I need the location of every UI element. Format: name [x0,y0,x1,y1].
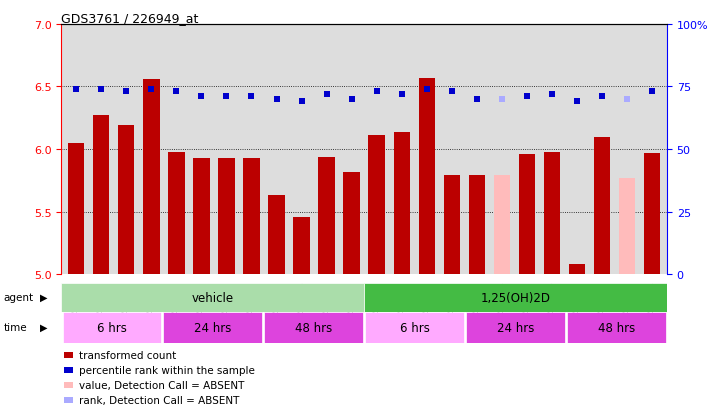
Bar [244,159,260,275]
Bar [64,367,73,373]
Bar [366,312,464,343]
Bar [63,312,161,343]
Text: 24 hrs: 24 hrs [497,321,534,334]
Text: 48 hrs: 48 hrs [598,321,635,334]
Bar [418,78,435,275]
Bar [343,172,360,275]
Text: agent: agent [4,292,34,302]
Bar [164,312,262,343]
Bar [61,283,364,312]
Bar [469,176,485,275]
Bar [64,382,73,388]
Bar [218,159,234,275]
Text: value, Detection Call = ABSENT: value, Detection Call = ABSENT [79,380,244,390]
Bar [293,217,310,275]
Bar [544,152,560,275]
Bar [443,176,460,275]
Bar [319,157,335,275]
Text: ▶: ▶ [40,322,47,332]
Bar [93,116,110,275]
Bar [64,352,73,358]
Text: GDS3761 / 226949_at: GDS3761 / 226949_at [61,12,199,25]
Bar [619,178,635,275]
Bar [494,176,510,275]
Text: time: time [4,322,27,332]
Bar [118,126,135,275]
Bar [68,143,84,275]
Text: rank, Detection Call = ABSENT: rank, Detection Call = ABSENT [79,395,239,405]
Bar [268,196,285,275]
Bar [466,312,565,343]
Bar [168,152,185,275]
Bar [193,159,210,275]
Bar [394,132,410,275]
Text: percentile rank within the sample: percentile rank within the sample [79,365,255,375]
Text: 6 hrs: 6 hrs [399,321,430,334]
Text: vehicle: vehicle [192,291,234,304]
Bar [364,283,667,312]
Text: 1,25(OH)2D: 1,25(OH)2D [480,291,551,304]
Text: 24 hrs: 24 hrs [194,321,231,334]
Bar [64,396,73,403]
Text: ▶: ▶ [40,292,47,302]
Bar [569,265,585,275]
Bar [368,136,385,275]
Bar [143,80,159,275]
Text: 6 hrs: 6 hrs [97,321,127,334]
Bar [518,155,535,275]
Bar [567,312,665,343]
Text: transformed count: transformed count [79,350,176,360]
Bar [265,312,363,343]
Bar [593,137,610,275]
Bar [644,154,660,275]
Text: 48 hrs: 48 hrs [295,321,332,334]
